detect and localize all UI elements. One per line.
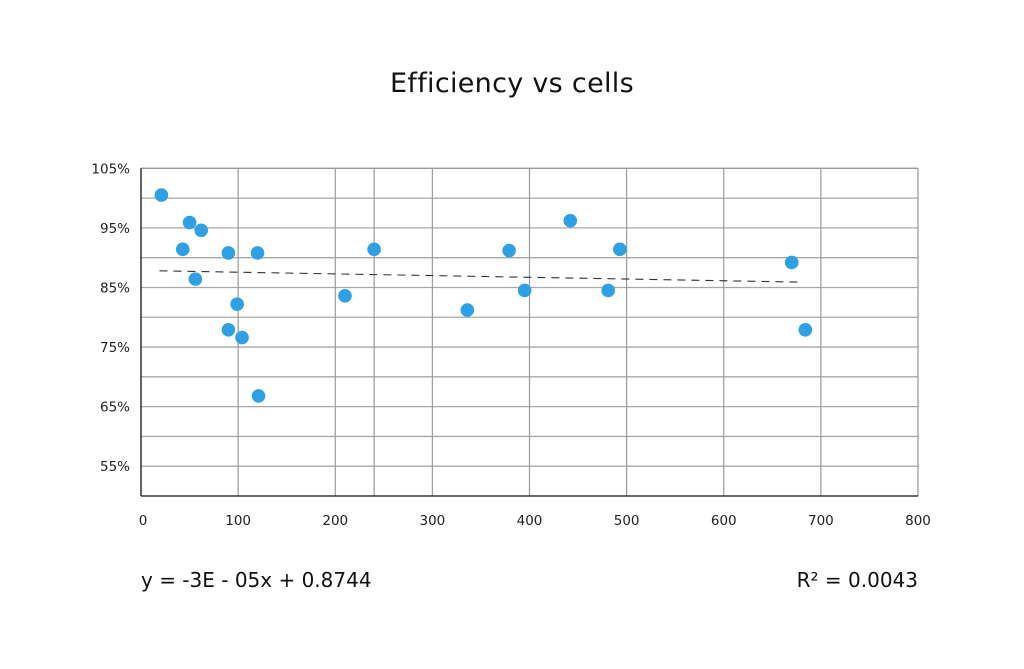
- data-point: [502, 243, 516, 258]
- data-point: [188, 272, 203, 286]
- y-tick-label: 75%: [100, 340, 130, 356]
- data-point: [367, 242, 381, 257]
- x-tick-label: 500: [614, 513, 640, 529]
- data-point: [230, 297, 244, 311]
- data-point: [221, 322, 236, 337]
- trendline-equation: y = -3E - 05x + 0.8744: [141, 568, 372, 592]
- data-point: [601, 283, 615, 298]
- data-point: [221, 246, 236, 260]
- data-point: [563, 213, 578, 228]
- x-tick-label: 200: [322, 513, 348, 529]
- data-point: [154, 188, 169, 202]
- data-point: [182, 215, 197, 230]
- x-tick-label: 300: [419, 513, 445, 529]
- y-tick-label: 55%: [100, 459, 130, 475]
- data-point: [251, 389, 266, 403]
- data-point: [784, 255, 799, 270]
- y-tick-labels: 105% 95% 85% 75% 65% 55%: [91, 161, 130, 475]
- data-point: [798, 322, 813, 337]
- y-tick-label: 105%: [91, 161, 130, 177]
- data-point: [460, 303, 475, 317]
- trendline: [159, 270, 800, 283]
- x-gridlines: [237, 168, 822, 496]
- x-tick-label: 700: [808, 513, 834, 529]
- plot-frame: [140, 167, 919, 497]
- data-point: [338, 289, 352, 303]
- y-tick-label: 85%: [100, 280, 130, 296]
- data-point: [235, 330, 249, 345]
- x-tick-label: 400: [517, 513, 543, 529]
- data-points: [154, 188, 813, 403]
- x-tick-labels: 0 100 200 300 400 500 600 700 800: [139, 513, 931, 529]
- data-point: [175, 242, 190, 257]
- chart-title: Efficiency vs cells: [390, 68, 634, 99]
- data-point: [613, 242, 627, 257]
- data-point: [194, 223, 209, 238]
- data-point: [517, 283, 532, 298]
- r-squared-label: R² = 0.0043: [796, 568, 918, 592]
- y-tick-label: 65%: [100, 400, 130, 416]
- x-tick-label: 100: [225, 513, 251, 529]
- x-tick-label: 0: [139, 513, 148, 529]
- x-tick-label: 600: [711, 513, 737, 529]
- data-point: [250, 246, 265, 260]
- y-tick-label: 95%: [100, 221, 130, 237]
- trendline-group: [159, 270, 800, 283]
- x-tick-label: 800: [905, 513, 931, 529]
